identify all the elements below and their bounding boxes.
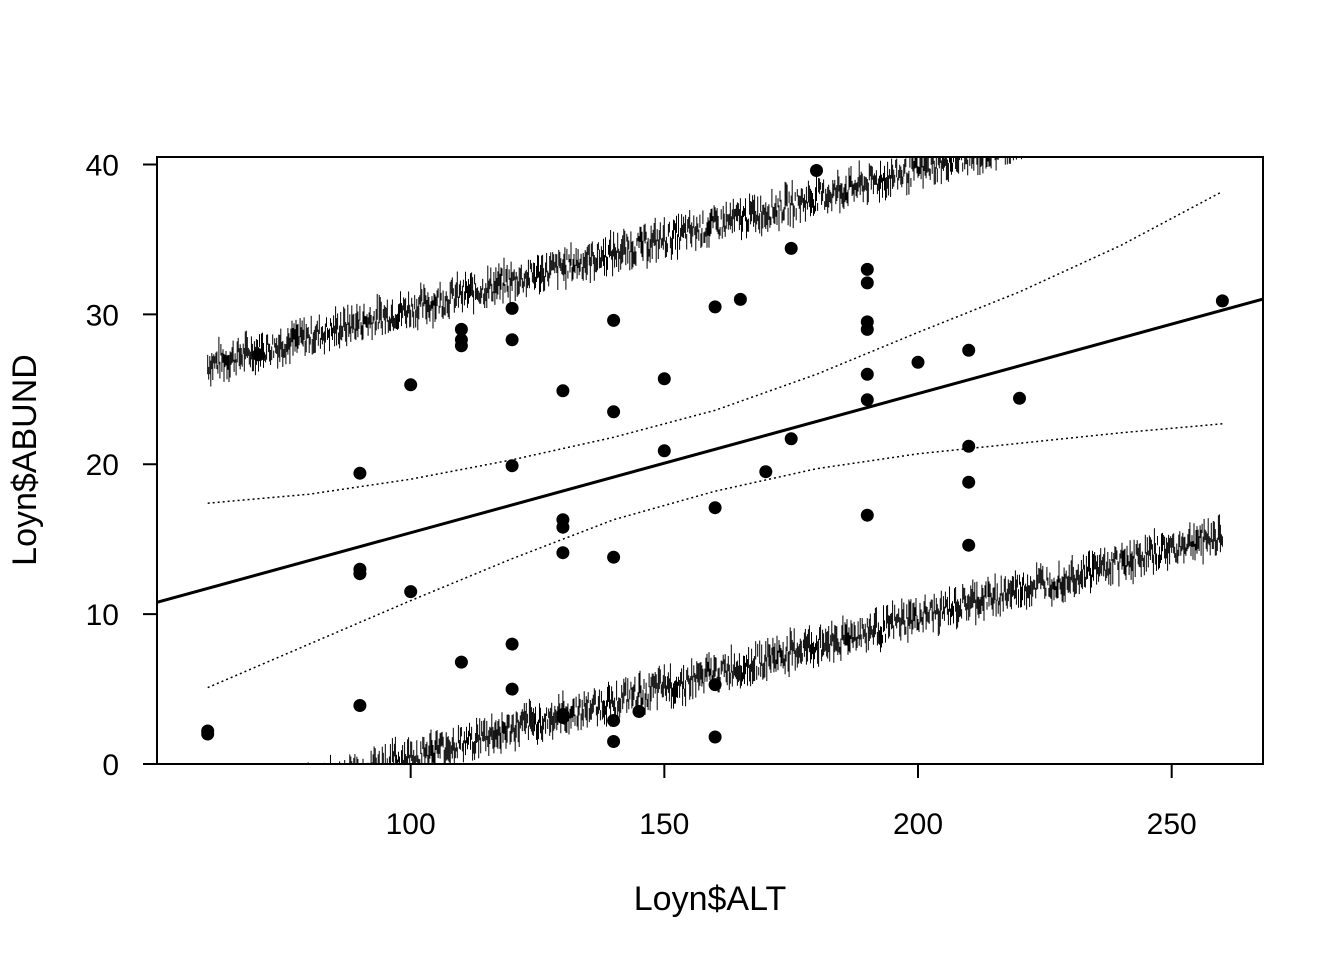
data-point (353, 699, 367, 712)
x-tick-label: 200 (893, 808, 943, 841)
data-point (505, 459, 519, 473)
x-axis-title: Loyn$ALT (634, 880, 786, 918)
data-point (759, 465, 773, 479)
data-point (784, 241, 798, 255)
data-point (860, 262, 874, 276)
data-point (505, 682, 519, 696)
data-point (607, 735, 621, 748)
data-point (708, 300, 722, 314)
data-point (911, 355, 925, 369)
data-point (708, 730, 722, 744)
y-tick-label: 40 (86, 149, 119, 182)
data-point (556, 546, 570, 560)
data-point (962, 538, 976, 552)
data-point (1013, 391, 1026, 405)
data-point (607, 405, 621, 419)
data-point (607, 714, 621, 727)
data-point (962, 343, 976, 357)
data-point (252, 348, 265, 362)
data-point (353, 567, 367, 581)
data-point (860, 322, 874, 336)
data-point (505, 301, 519, 315)
data-points (201, 164, 1229, 748)
data-point (784, 432, 798, 446)
y-tick-label: 20 (86, 449, 119, 482)
data-point (860, 508, 874, 522)
data-point (454, 322, 468, 336)
data-point (454, 339, 468, 353)
data-point (708, 501, 722, 515)
data-point (607, 550, 621, 564)
data-point (556, 384, 570, 398)
regression-line (157, 297, 1263, 604)
axes-layer: 100 150 200 250 0 10 20 30 40 (86, 149, 1197, 841)
data-point (556, 520, 570, 534)
data-point (962, 439, 976, 453)
y-tick-label: 10 (86, 599, 119, 632)
x-tick-label: 250 (1147, 808, 1197, 841)
data-point (962, 475, 976, 489)
data-point (454, 655, 468, 669)
y-tick-label: 0 (102, 749, 119, 782)
prediction-band-upper (207, 157, 1049, 387)
data-point (860, 393, 874, 407)
data-point (860, 367, 874, 381)
data-point (404, 585, 418, 599)
data-point (708, 678, 722, 692)
data-point (810, 164, 823, 177)
x-tick-label: 150 (639, 808, 689, 841)
data-point (505, 637, 519, 651)
plot-layer (157, 157, 1263, 764)
data-point (733, 292, 747, 306)
data-point (505, 333, 519, 347)
data-point (607, 313, 621, 327)
data-point (657, 444, 671, 458)
data-point (556, 711, 570, 724)
data-point (860, 276, 874, 290)
data-point (353, 466, 367, 480)
data-point (404, 378, 418, 392)
confidence-band-upper (207, 190, 1223, 504)
data-point (632, 705, 646, 718)
y-axis: 0 10 20 30 40 (86, 149, 158, 782)
data-point (201, 724, 215, 738)
x-tick-label: 100 (386, 808, 436, 841)
data-point (1215, 294, 1229, 308)
data-point (657, 372, 671, 386)
y-axis-title: Loyn$ABUND (6, 354, 44, 566)
x-axis: 100 150 200 250 (386, 763, 1197, 841)
y-tick-label: 30 (86, 299, 119, 332)
